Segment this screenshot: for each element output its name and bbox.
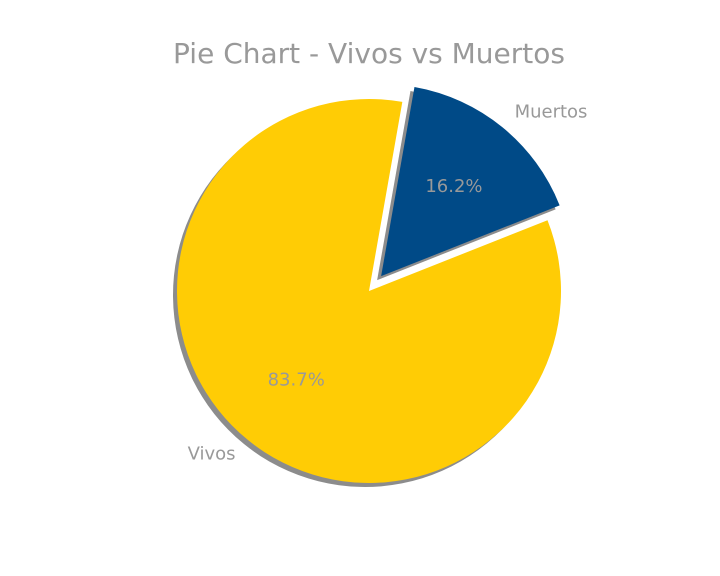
slice-label-muertos: Muertos: [515, 101, 588, 122]
pie-slice-vivos: [177, 98, 561, 483]
percent-label-vivos: 83.7%: [268, 369, 325, 390]
chart-title: Pie Chart - Vivos vs Muertos: [173, 37, 565, 70]
slice-label-vivos: Vivos: [188, 444, 236, 465]
percent-label-muertos: 16.2%: [425, 176, 482, 197]
pie-slice-muertos: [381, 87, 560, 277]
